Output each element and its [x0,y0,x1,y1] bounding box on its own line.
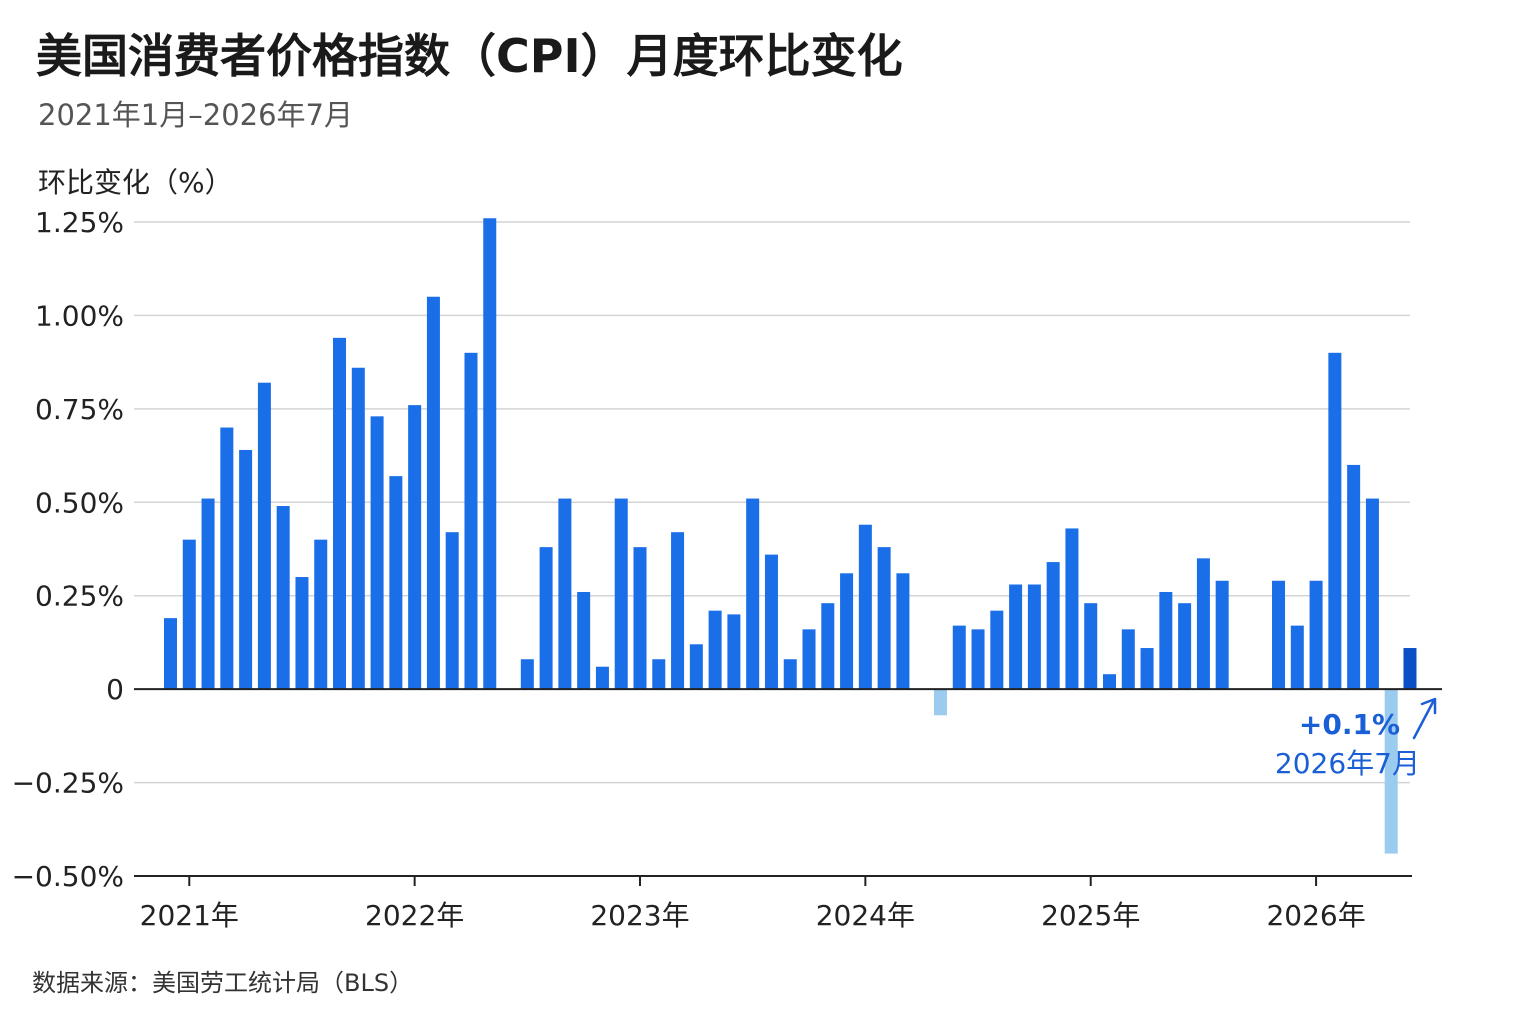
bar [1140,648,1154,690]
y-tick-label: 0 [106,673,124,706]
bar [370,416,384,690]
x-tick-label: 2025年 [1041,899,1140,932]
bar [727,614,741,690]
bar [858,524,872,690]
bar [351,367,365,690]
bar [990,610,1004,690]
y-tick-label: −0.50% [12,860,124,893]
bar [558,498,572,690]
bar [1290,625,1304,690]
bar [1065,528,1079,690]
bar [201,498,215,690]
y-tick-label: 0.75% [35,393,124,426]
bar [577,591,591,690]
bar [896,573,910,690]
bar [1196,558,1210,690]
bar [821,603,835,690]
y-tick-label: −0.25% [12,767,124,800]
y-tick-label: 0.50% [35,486,124,519]
y-tick-label: 1.25% [35,206,124,239]
x-tick-label: 2023年 [590,899,689,932]
bar [1403,648,1417,690]
bar [1178,603,1192,690]
bar [295,577,309,690]
bar [708,610,722,690]
bar [689,644,703,690]
bar [633,547,647,690]
y-tick-label: 0.25% [35,580,124,613]
chart-title: 美国消费者价格指数（CPI）月度环比变化 [36,29,903,83]
x-tick-label: 2026年 [1266,899,1365,932]
bar [314,539,328,690]
y-tick-label: 1.00% [35,299,124,332]
bar [257,382,271,690]
x-tick-label: 2024年 [816,899,915,932]
bar [445,532,459,690]
x-tick-label: 2021年 [140,899,239,932]
bar [971,629,985,690]
bar [952,625,966,690]
bar [483,218,497,690]
bar [1009,584,1023,690]
annotation-value: +0.1% [1299,708,1400,741]
bar [764,554,778,690]
x-tick-label: 2022年 [365,899,464,932]
bar [746,498,760,690]
bar [333,337,347,690]
bar [1272,580,1286,690]
bar [671,532,685,690]
bar [614,498,628,690]
bar [1103,674,1116,690]
source-note: 数据来源：美国劳工统计局（BLS） [32,969,414,997]
bar [1027,584,1041,690]
bar [276,506,290,690]
bar [389,476,403,690]
bar [1084,603,1098,690]
y-axis-label: 环比变化（%） [38,166,233,199]
annotation-date: 2026年7月 [1275,747,1420,780]
bar [408,405,422,690]
annotation-arrow-head [1420,697,1437,715]
bar [840,573,854,690]
bar [464,352,478,690]
bar [1309,580,1323,690]
bar [1384,689,1398,854]
annotation-arrow [1412,700,1435,740]
bar [164,618,177,690]
bar [877,547,891,690]
bar [1328,352,1342,690]
bar [1365,498,1379,690]
bar [1215,580,1229,690]
bar [182,539,196,690]
bar [652,659,666,690]
bar [239,449,253,690]
bar [426,296,440,690]
bar [520,659,534,690]
bar [220,427,234,690]
chart-subtitle: 2021年1月–2026年7月 [38,98,354,132]
bar [539,547,553,690]
bar [1347,464,1361,690]
bar [802,629,816,690]
bar [1121,629,1135,690]
bar [595,666,609,690]
bar [933,689,947,716]
bar [1159,591,1173,690]
bar [1046,562,1060,690]
bar [783,659,797,690]
